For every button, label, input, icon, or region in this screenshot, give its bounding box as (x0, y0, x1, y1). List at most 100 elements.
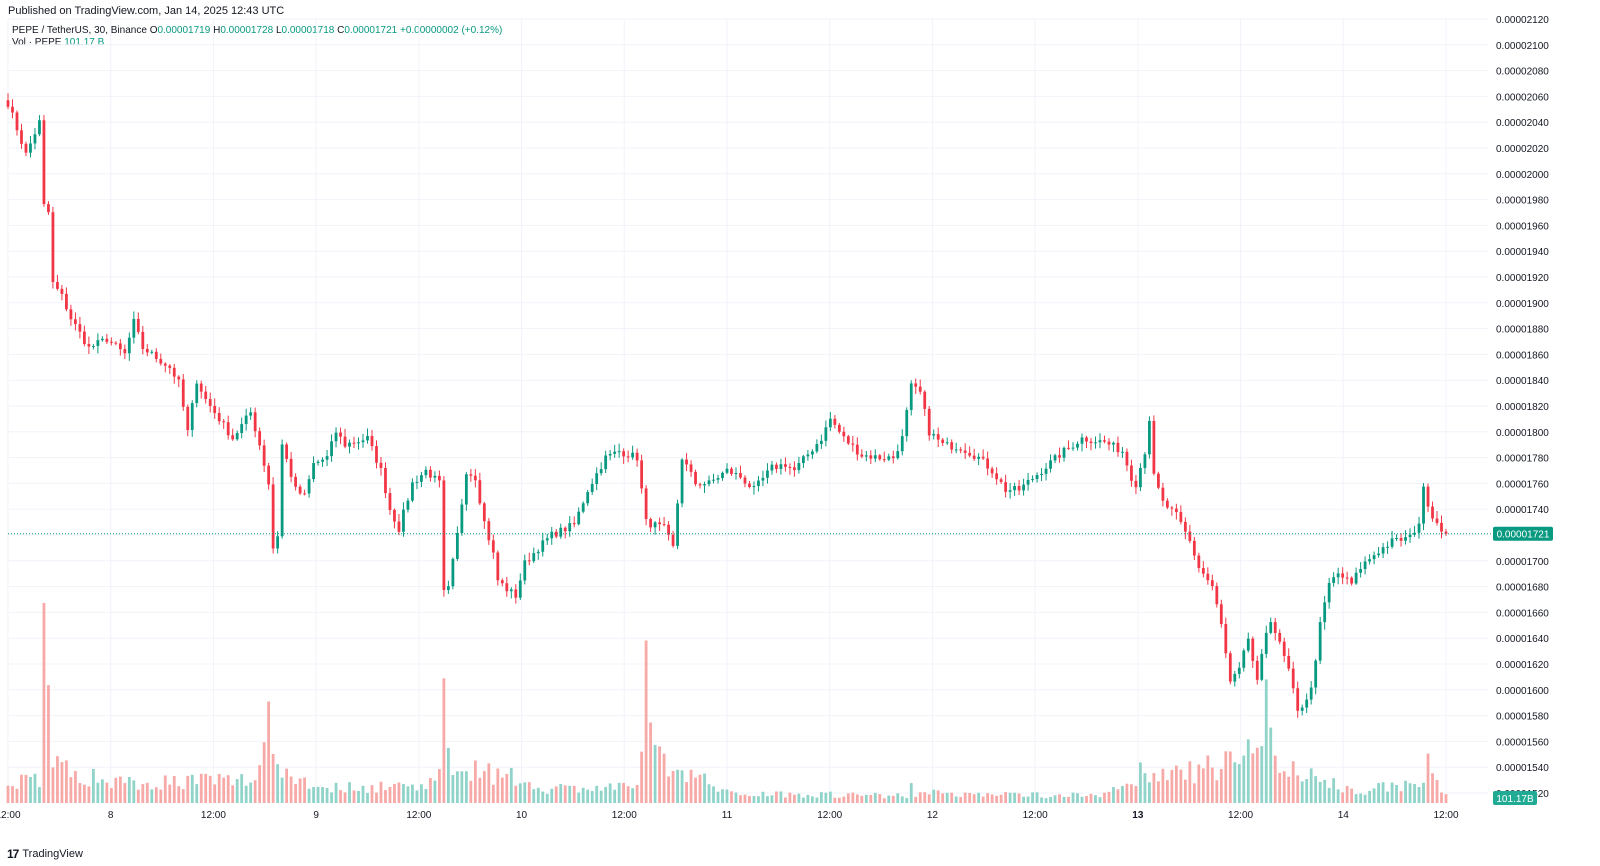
candle-body (312, 463, 315, 480)
candle-body (1152, 420, 1156, 474)
candle-body (1013, 486, 1016, 491)
candle-body (464, 474, 468, 505)
candle-body (1098, 440, 1102, 443)
volume-bar (1408, 783, 1412, 803)
candle-body (1215, 586, 1219, 605)
candle-body (909, 383, 913, 410)
volume-bar (936, 790, 940, 803)
volume-bar (1233, 762, 1237, 803)
volume-bar (1201, 768, 1205, 803)
volume-bar (842, 796, 846, 803)
x-tick-label: 13 (1132, 810, 1144, 821)
candle-body (1318, 622, 1322, 661)
volume-bar (824, 792, 828, 803)
candle-body (1381, 547, 1385, 554)
candle-body (316, 461, 320, 464)
candle-body (244, 415, 248, 425)
volume-bar (267, 701, 271, 803)
chart-legend: PEPE / TetherUS, 30, Binance O0.00001719… (12, 25, 502, 49)
candle-body (51, 212, 55, 283)
candle-body (118, 343, 122, 350)
volume-bar (199, 773, 203, 803)
y-tick-label: 0.00001880 (1496, 325, 1549, 336)
volume-bar (1026, 796, 1030, 803)
symbol-label[interactable]: PEPE / TetherUS, 30, Binance (12, 25, 147, 36)
candle-body (554, 531, 558, 537)
candle-body (168, 365, 172, 368)
candle-body (276, 536, 280, 549)
candle-body (1197, 555, 1201, 568)
volume-bar (307, 788, 311, 803)
candle-body (802, 456, 805, 464)
candle-body (1148, 420, 1151, 455)
volume-bar (487, 763, 491, 803)
volume-bar (393, 783, 396, 803)
candle-body (1112, 442, 1115, 445)
volume-bar (1071, 792, 1075, 803)
candle-body (186, 406, 190, 431)
y-tick-label: 0.00002120 (1496, 15, 1549, 26)
volume-bar (1008, 792, 1012, 803)
volume-bar (271, 753, 275, 803)
candle-body (47, 204, 50, 213)
volume-bar (658, 746, 661, 803)
candle-body (438, 475, 441, 481)
volume-bar (752, 796, 756, 803)
volume-bar (766, 796, 769, 803)
volume-bar (1035, 792, 1039, 803)
x-tick-label: 10 (516, 810, 528, 821)
candle-body (1363, 561, 1367, 570)
tradingview-logo-icon[interactable]: 17 (7, 847, 19, 861)
candle-body (1206, 573, 1210, 581)
volume-bar (649, 722, 652, 803)
volume-bar (613, 789, 617, 803)
candle-body (1273, 622, 1277, 633)
y-tick-label: 0.00002100 (1496, 41, 1549, 52)
volume-bar (514, 785, 518, 803)
y-tick-label: 0.00001600 (1496, 686, 1549, 697)
candle-body (775, 464, 778, 469)
candle-body (743, 477, 747, 484)
candle-body (1278, 632, 1282, 642)
candle-body (505, 583, 509, 592)
candle-body (330, 441, 333, 457)
volume-bar (1094, 795, 1097, 803)
tradingview-brand[interactable]: TradingView (22, 848, 83, 860)
candle-body (563, 527, 567, 532)
volume-bar (635, 785, 639, 803)
volume-bar (379, 781, 383, 803)
volume-bar (653, 744, 657, 803)
volume-bar (1174, 765, 1178, 803)
candle-body (770, 464, 774, 471)
candle-body (1332, 577, 1336, 583)
volume-bar (163, 775, 167, 803)
candle-body (1067, 447, 1070, 449)
candle-body (730, 468, 733, 474)
candle-body (415, 481, 419, 483)
volume-bar (981, 796, 985, 803)
volume-bar (1395, 785, 1398, 803)
volume-bar (918, 792, 922, 803)
candle-body (649, 519, 652, 528)
volume-bar (1372, 788, 1376, 803)
candle-body (352, 442, 356, 444)
volume-bar (640, 751, 644, 803)
volume-bar (1058, 794, 1061, 803)
y-tick-label: 0.00001800 (1496, 428, 1549, 439)
candle-body (1071, 447, 1075, 449)
candle-body (384, 468, 387, 494)
volume-bar (181, 789, 185, 803)
volume-bar (204, 773, 208, 803)
volume-bar (168, 784, 172, 803)
candle-body (1440, 522, 1443, 532)
y-tick-label: 0.00001640 (1496, 634, 1549, 645)
volume-bar (505, 773, 509, 803)
volume-bar (491, 784, 495, 803)
candle-body (1017, 486, 1021, 491)
volume-label[interactable]: Vol · PEPE (12, 37, 62, 48)
volume-bar (806, 794, 810, 803)
candle-body (1422, 486, 1425, 524)
volume-bar (1004, 792, 1008, 803)
y-tick-label: 0.00001740 (1496, 505, 1549, 516)
